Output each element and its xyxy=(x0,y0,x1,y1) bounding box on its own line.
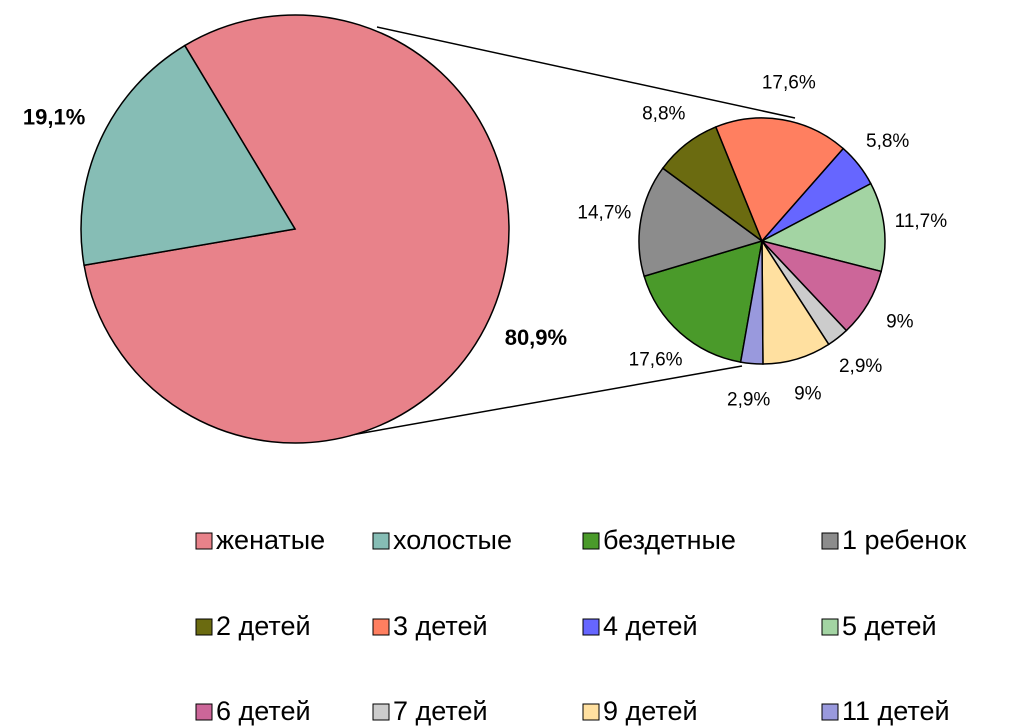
legend-label: 7 детей xyxy=(393,696,488,726)
data-label: 14,7% xyxy=(577,203,631,224)
legend-swatch xyxy=(821,618,839,636)
data-label: 8,8% xyxy=(642,104,685,125)
legend-label: 5 детей xyxy=(842,611,937,641)
data-label: 2,9% xyxy=(839,356,882,377)
data-label: 19,1% xyxy=(23,104,85,129)
legend-label: 11 детей xyxy=(842,696,950,726)
legend-swatch xyxy=(821,532,839,550)
data-label: 17,6% xyxy=(629,350,683,371)
legend-label: 4 детей xyxy=(603,611,698,641)
legend-label: 6 детей xyxy=(216,696,311,726)
pie-slice xyxy=(759,182,886,273)
pies: 80,9% 19,1% 17,6% 14,7% 8,8% 17,6% 5,8% 11,7% 9%… xyxy=(23,14,948,444)
legend-label: 1 ребенок xyxy=(842,525,966,555)
legend-label: бездетные xyxy=(603,525,736,555)
pie-slice xyxy=(714,117,845,243)
legend-swatch xyxy=(372,532,390,550)
data-label: 11,7% xyxy=(895,211,948,232)
legend-swatch xyxy=(195,618,213,636)
data-label: 80,9% xyxy=(505,325,567,350)
legend-label: холостые xyxy=(393,525,512,555)
pie-slice xyxy=(83,14,510,444)
legend-swatch xyxy=(582,618,600,636)
connector-line xyxy=(339,365,743,438)
data-label: 17,6% xyxy=(762,72,816,93)
legend: женатые холостые бездетные 1 ребенок 2 детей… xyxy=(195,525,966,726)
legend-swatch xyxy=(372,618,390,636)
data-label: 2,9% xyxy=(727,389,770,410)
legend-label: 9 детей xyxy=(603,696,698,726)
data-label: 9% xyxy=(794,383,822,404)
legend-swatch xyxy=(372,703,390,721)
pie-slice xyxy=(638,167,764,278)
legend-swatch xyxy=(582,532,600,550)
legend-swatch xyxy=(195,703,213,721)
legend-swatch xyxy=(821,703,839,721)
data-label: 9% xyxy=(886,311,914,332)
legend-label: 3 детей xyxy=(393,611,488,641)
legend-swatch xyxy=(195,532,213,550)
pie-slice xyxy=(80,44,297,267)
legend-swatch xyxy=(582,703,600,721)
connector-line xyxy=(376,26,796,119)
legend-label: 2 детей xyxy=(216,611,311,641)
pie-slice xyxy=(643,239,763,364)
legend-label: женатые xyxy=(216,525,325,555)
data-label: 5,8% xyxy=(866,131,909,152)
pie-slice xyxy=(739,240,764,365)
